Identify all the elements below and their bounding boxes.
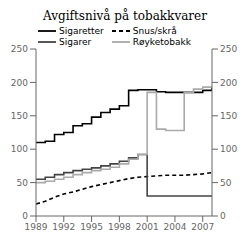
html-text:Snus/skrå: Snus/skrå xyxy=(132,26,177,36)
svg-text:0: 0 xyxy=(22,211,28,221)
svg-text:1989: 1989 xyxy=(25,222,48,232)
svg-text:100: 100 xyxy=(11,144,28,154)
svg-text:100: 100 xyxy=(220,144,237,154)
svg-text:150: 150 xyxy=(220,111,237,121)
svg-text:2001: 2001 xyxy=(136,222,159,232)
svg-text:250: 250 xyxy=(220,44,237,54)
svg-text:2004: 2004 xyxy=(163,222,186,232)
svg-text:1998: 1998 xyxy=(108,222,131,232)
svg-text:2007: 2007 xyxy=(191,222,214,232)
svg-text:200: 200 xyxy=(11,78,28,88)
svg-text:150: 150 xyxy=(11,111,28,121)
svg-text:0: 0 xyxy=(220,211,226,221)
html-text:Sigarer: Sigarer xyxy=(59,37,92,47)
svg-text:50: 50 xyxy=(220,178,232,188)
html-text:Sigaretter: Sigaretter xyxy=(59,26,104,36)
svg-text:250: 250 xyxy=(11,44,28,54)
svg-text:1995: 1995 xyxy=(80,222,103,232)
svg-text:1992: 1992 xyxy=(52,222,75,232)
svg-text:200: 200 xyxy=(220,78,237,88)
svg-text:50: 50 xyxy=(17,178,29,188)
html-text:Avgiftsnivå på tobakkvarer: Avgiftsnivå på tobakkvarer xyxy=(43,9,207,23)
html-text:Røyketobakk: Røyketobakk xyxy=(132,37,191,47)
